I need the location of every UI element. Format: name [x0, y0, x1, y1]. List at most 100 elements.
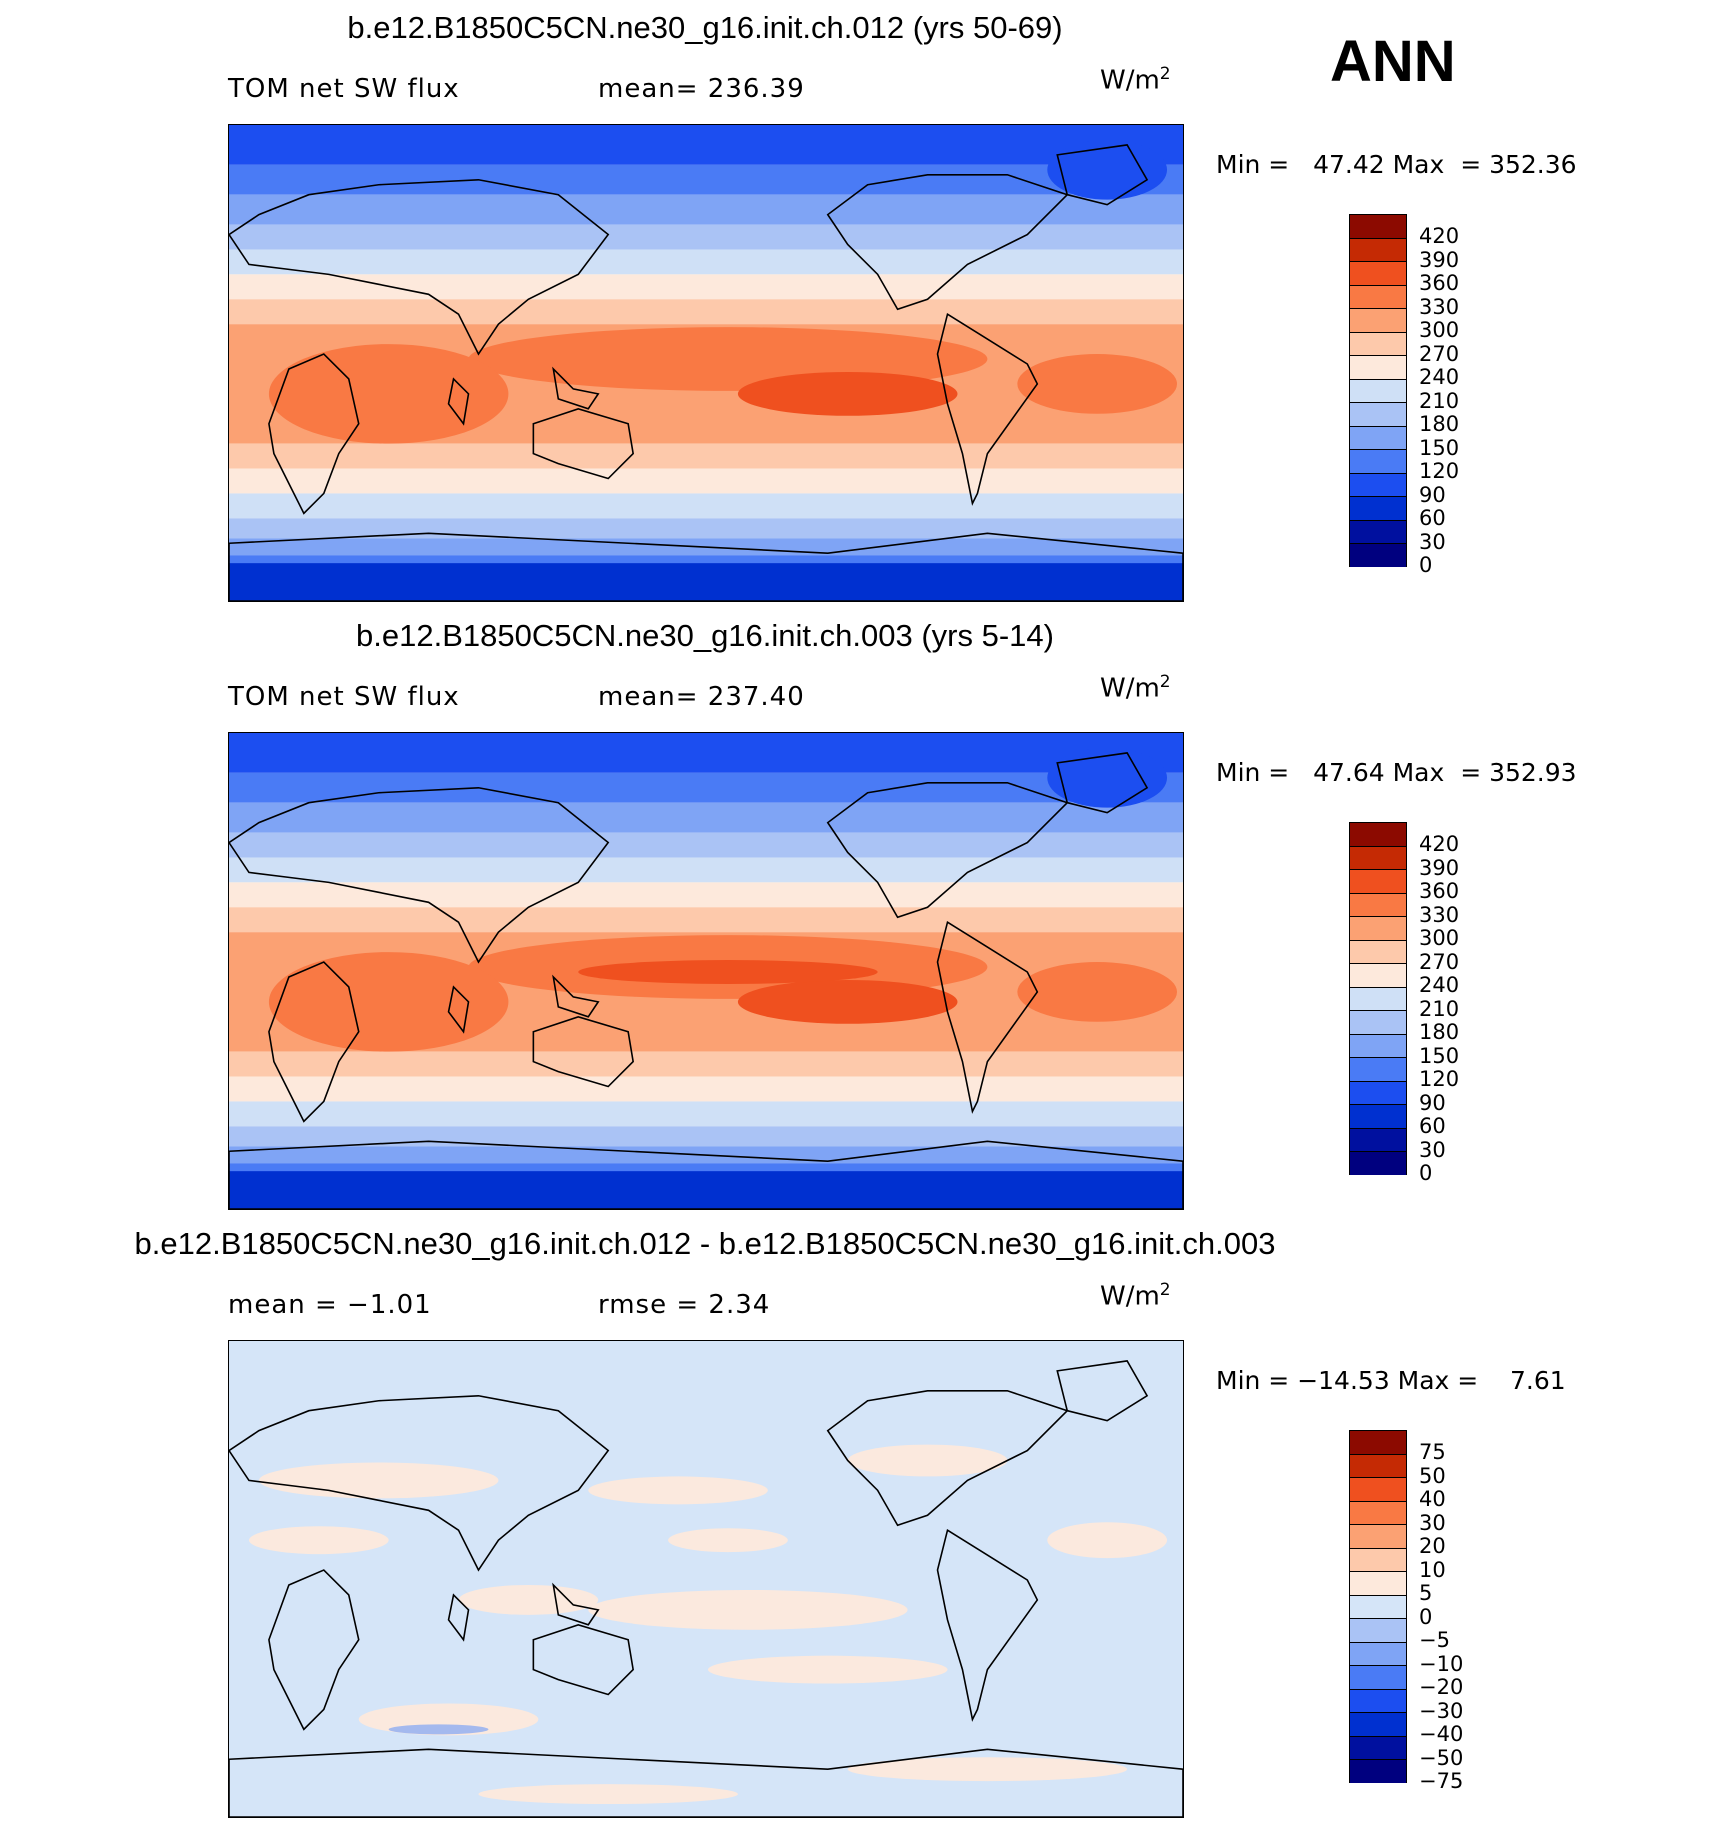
mean-label: mean= 236.39	[598, 74, 805, 104]
legend-tick-label: 75	[1419, 1440, 1446, 1464]
legend-swatch	[1349, 939, 1407, 963]
legend-tick-label: 390	[1419, 247, 1460, 272]
legend-tick-label: 240	[1419, 365, 1460, 389]
legend-swatch	[1349, 1665, 1407, 1689]
legend-swatch	[1349, 1759, 1407, 1783]
legend-swatch	[1349, 284, 1407, 308]
legend-tick-label: −5	[1419, 1628, 1450, 1652]
legend-swatch	[1349, 543, 1407, 567]
panel-title: b.e12.B1850C5CN.ne30_g16.init.ch.003 (yr…	[356, 618, 1054, 653]
legend-tick-label: −40	[1419, 1722, 1464, 1746]
legend-tick-label: −30	[1419, 1698, 1464, 1723]
color-legend: 420 390 360 330 300 270 240 210 180 150 120 90 60 30 0	[1349, 214, 1459, 577]
legend-tick-label: 20	[1419, 1534, 1446, 1558]
legend-swatch	[1349, 1080, 1407, 1104]
legend-swatch	[1349, 355, 1407, 379]
legend-tick-label: 180	[1419, 1020, 1460, 1044]
legend-tick-label: −75	[1419, 1769, 1464, 1793]
legend-swatch	[1349, 1524, 1407, 1548]
panel-control-case: b.e12.B1850C5CN.ne30_g16.init.ch.012 (yr…	[0, 0, 1710, 606]
legend-swatch	[1349, 1594, 1407, 1618]
legend-swatch	[1349, 496, 1407, 520]
variable-label: TOM net SW flux	[228, 74, 460, 104]
mean-label: mean = −1.01	[228, 1290, 432, 1320]
legend-swatch	[1349, 986, 1407, 1010]
legend-tick-label: 180	[1419, 412, 1460, 436]
map-plot	[228, 1340, 1184, 1818]
legend-swatch	[1349, 331, 1407, 355]
min-max-label: Min = 47.42 Max = 352.36	[1216, 150, 1577, 179]
legend-tick-label: 90	[1419, 1090, 1446, 1115]
legend-tick-label: 300	[1419, 926, 1460, 950]
legend-swatch	[1349, 869, 1407, 893]
legend-tick-label: 300	[1419, 318, 1460, 342]
legend-tick-label: 420	[1419, 832, 1460, 856]
legend-swatch	[1349, 963, 1407, 987]
legend-swatch	[1349, 845, 1407, 869]
rmse-label: rmse = 2.34	[598, 1290, 771, 1320]
legend-tick-label: 270	[1419, 341, 1460, 366]
legend-tick-label: 210	[1419, 388, 1460, 413]
legend-swatch	[1349, 237, 1407, 261]
units-label: W/m2	[1100, 64, 1171, 96]
legend-tick-label: 0	[1419, 1161, 1433, 1185]
legend-tick-label: 30	[1419, 529, 1446, 554]
legend-swatch	[1349, 1033, 1407, 1057]
units-label: W/m2	[1100, 1280, 1171, 1312]
min-max-label: Min = −14.53 Max = 7.61	[1216, 1366, 1566, 1395]
legend-tick-label: 30	[1419, 1510, 1446, 1535]
color-legend: 75 50 40 30 20 10 5 0 −5 −10 −20 −30 −40 −50 −75	[1349, 1430, 1463, 1793]
legend-swatch	[1349, 214, 1407, 238]
legend-tick-label: −20	[1419, 1675, 1464, 1699]
legend-swatch	[1349, 1547, 1407, 1571]
legend-swatch	[1349, 1151, 1407, 1175]
legend-swatch	[1349, 449, 1407, 473]
map-plot	[228, 124, 1184, 602]
legend-tick-label: 330	[1419, 902, 1460, 927]
legend-tick-label: 240	[1419, 973, 1460, 997]
legend-swatch	[1349, 1641, 1407, 1665]
legend-tick-label: 390	[1419, 855, 1460, 880]
legend-tick-label: 5	[1419, 1581, 1433, 1605]
legend-swatch	[1349, 378, 1407, 402]
mean-label: mean= 237.40	[598, 682, 805, 712]
panel-title: b.e12.B1850C5CN.ne30_g16.init.ch.012 - b…	[134, 1226, 1276, 1261]
legend-tick-label: 150	[1419, 1043, 1460, 1068]
legend-tick-label: 420	[1419, 224, 1460, 248]
legend-tick-label: 60	[1419, 506, 1446, 530]
legend-tick-label: 270	[1419, 949, 1460, 974]
legend-swatch	[1349, 1430, 1407, 1454]
legend-tick-label: 10	[1419, 1557, 1446, 1582]
season-label: ANN	[1330, 29, 1456, 94]
legend-swatch	[1349, 892, 1407, 916]
legend-swatch	[1349, 1477, 1407, 1501]
legend-swatch	[1349, 472, 1407, 496]
legend-swatch	[1349, 1453, 1407, 1477]
legend-swatch	[1349, 1712, 1407, 1736]
legend-swatch	[1349, 1500, 1407, 1524]
legend-swatch	[1349, 1104, 1407, 1128]
legend-tick-label: 90	[1419, 482, 1446, 507]
map-plot	[228, 732, 1184, 1210]
panel-difference: b.e12.B1850C5CN.ne30_g16.init.ch.012 - b…	[0, 1216, 1710, 1822]
legend-tick-label: 360	[1419, 879, 1460, 903]
legend-tick-label: 0	[1419, 1604, 1433, 1629]
legend-swatch	[1349, 1127, 1407, 1151]
legend-tick-label: 360	[1419, 271, 1460, 295]
legend-swatch	[1349, 1735, 1407, 1759]
legend-tick-label: 150	[1419, 435, 1460, 460]
legend-swatch	[1349, 1571, 1407, 1595]
panel-title: b.e12.B1850C5CN.ne30_g16.init.ch.012 (yr…	[347, 10, 1063, 45]
units-label: W/m2	[1100, 672, 1171, 704]
legend-tick-label: 120	[1419, 459, 1460, 483]
min-max-label: Min = 47.64 Max = 352.93	[1216, 758, 1577, 787]
legend-tick-label: 30	[1419, 1137, 1446, 1162]
legend-swatch	[1349, 916, 1407, 940]
legend-tick-label: 120	[1419, 1067, 1460, 1091]
legend-swatch	[1349, 261, 1407, 285]
legend-swatch	[1349, 519, 1407, 543]
legend-tick-label: 50	[1419, 1463, 1446, 1488]
panel-test-case: b.e12.B1850C5CN.ne30_g16.init.ch.003 (yr…	[0, 608, 1710, 1214]
variable-label: TOM net SW flux	[228, 682, 460, 712]
legend-tick-label: −10	[1419, 1651, 1464, 1676]
